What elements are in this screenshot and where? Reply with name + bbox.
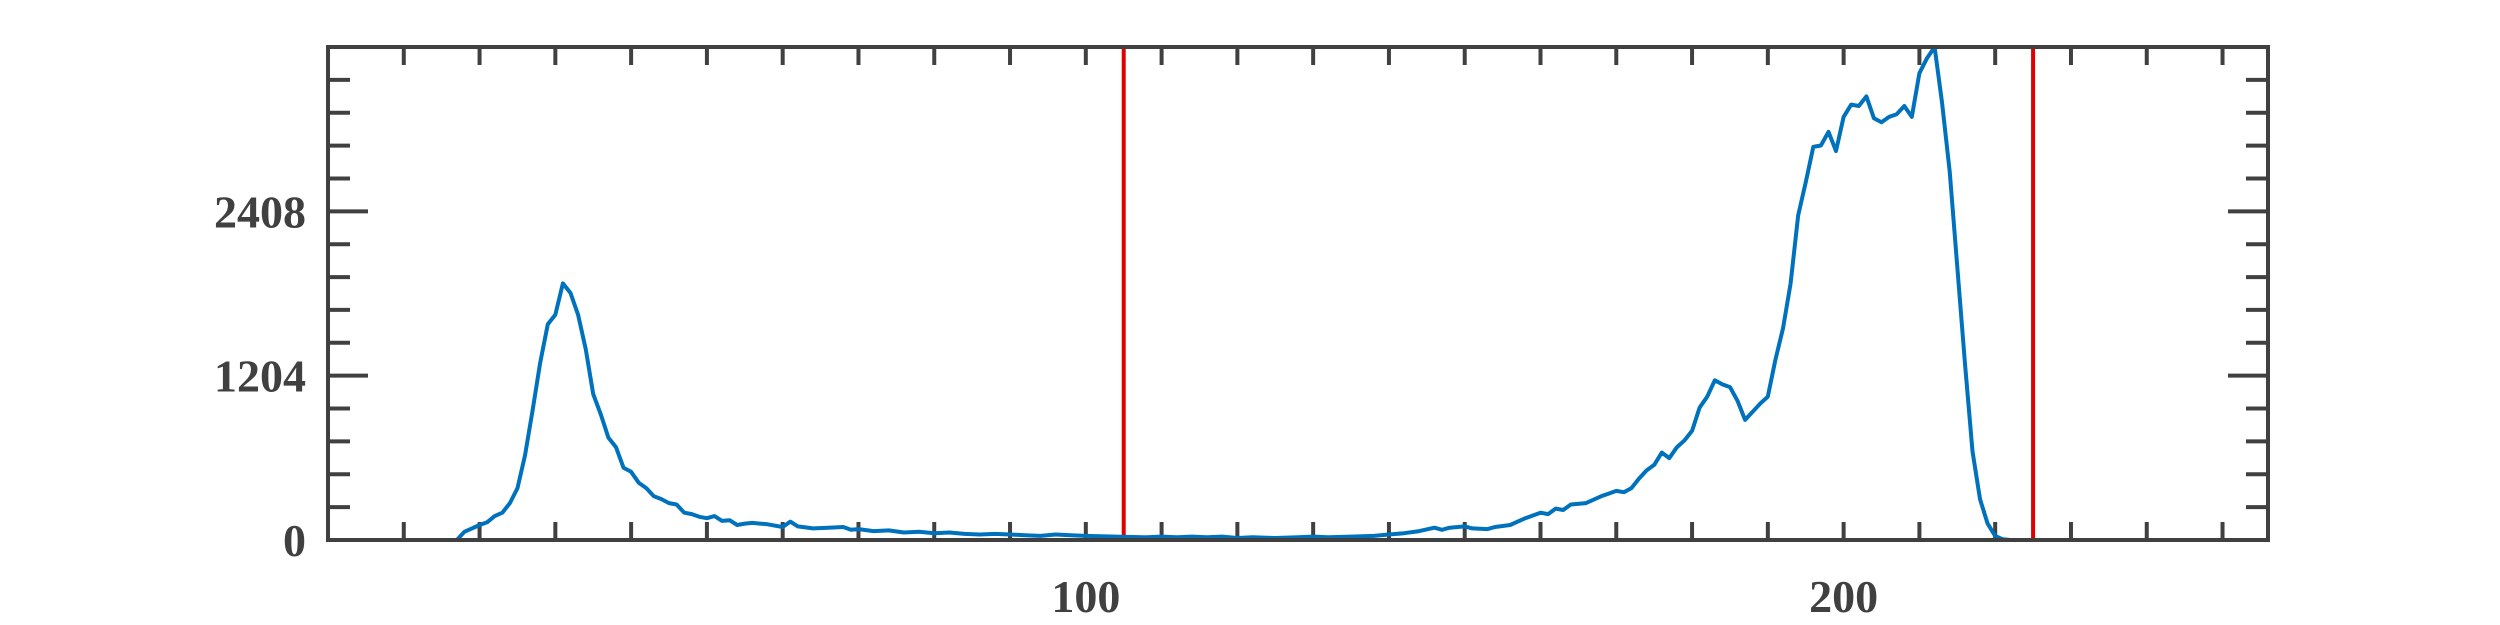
- data-series: [328, 45, 2268, 542]
- y-tick-labels: 0 1204 2408: [214, 186, 306, 566]
- series-line: [328, 45, 2268, 542]
- y-tick-label: 2408: [214, 186, 306, 237]
- plot-frame: [326, 45, 2270, 542]
- y-tick-marks: [328, 45, 2268, 542]
- x-tick-label: 100: [1051, 571, 1120, 622]
- x-tick-label: 200: [1809, 571, 1878, 622]
- x-tick-labels: 100 200: [1051, 571, 1878, 622]
- x-tick-marks: [401, 47, 2225, 540]
- y-tick-label: 1204: [214, 351, 306, 402]
- y-tick-label: 0: [283, 515, 306, 566]
- threshold-lines: [1121, 47, 2036, 540]
